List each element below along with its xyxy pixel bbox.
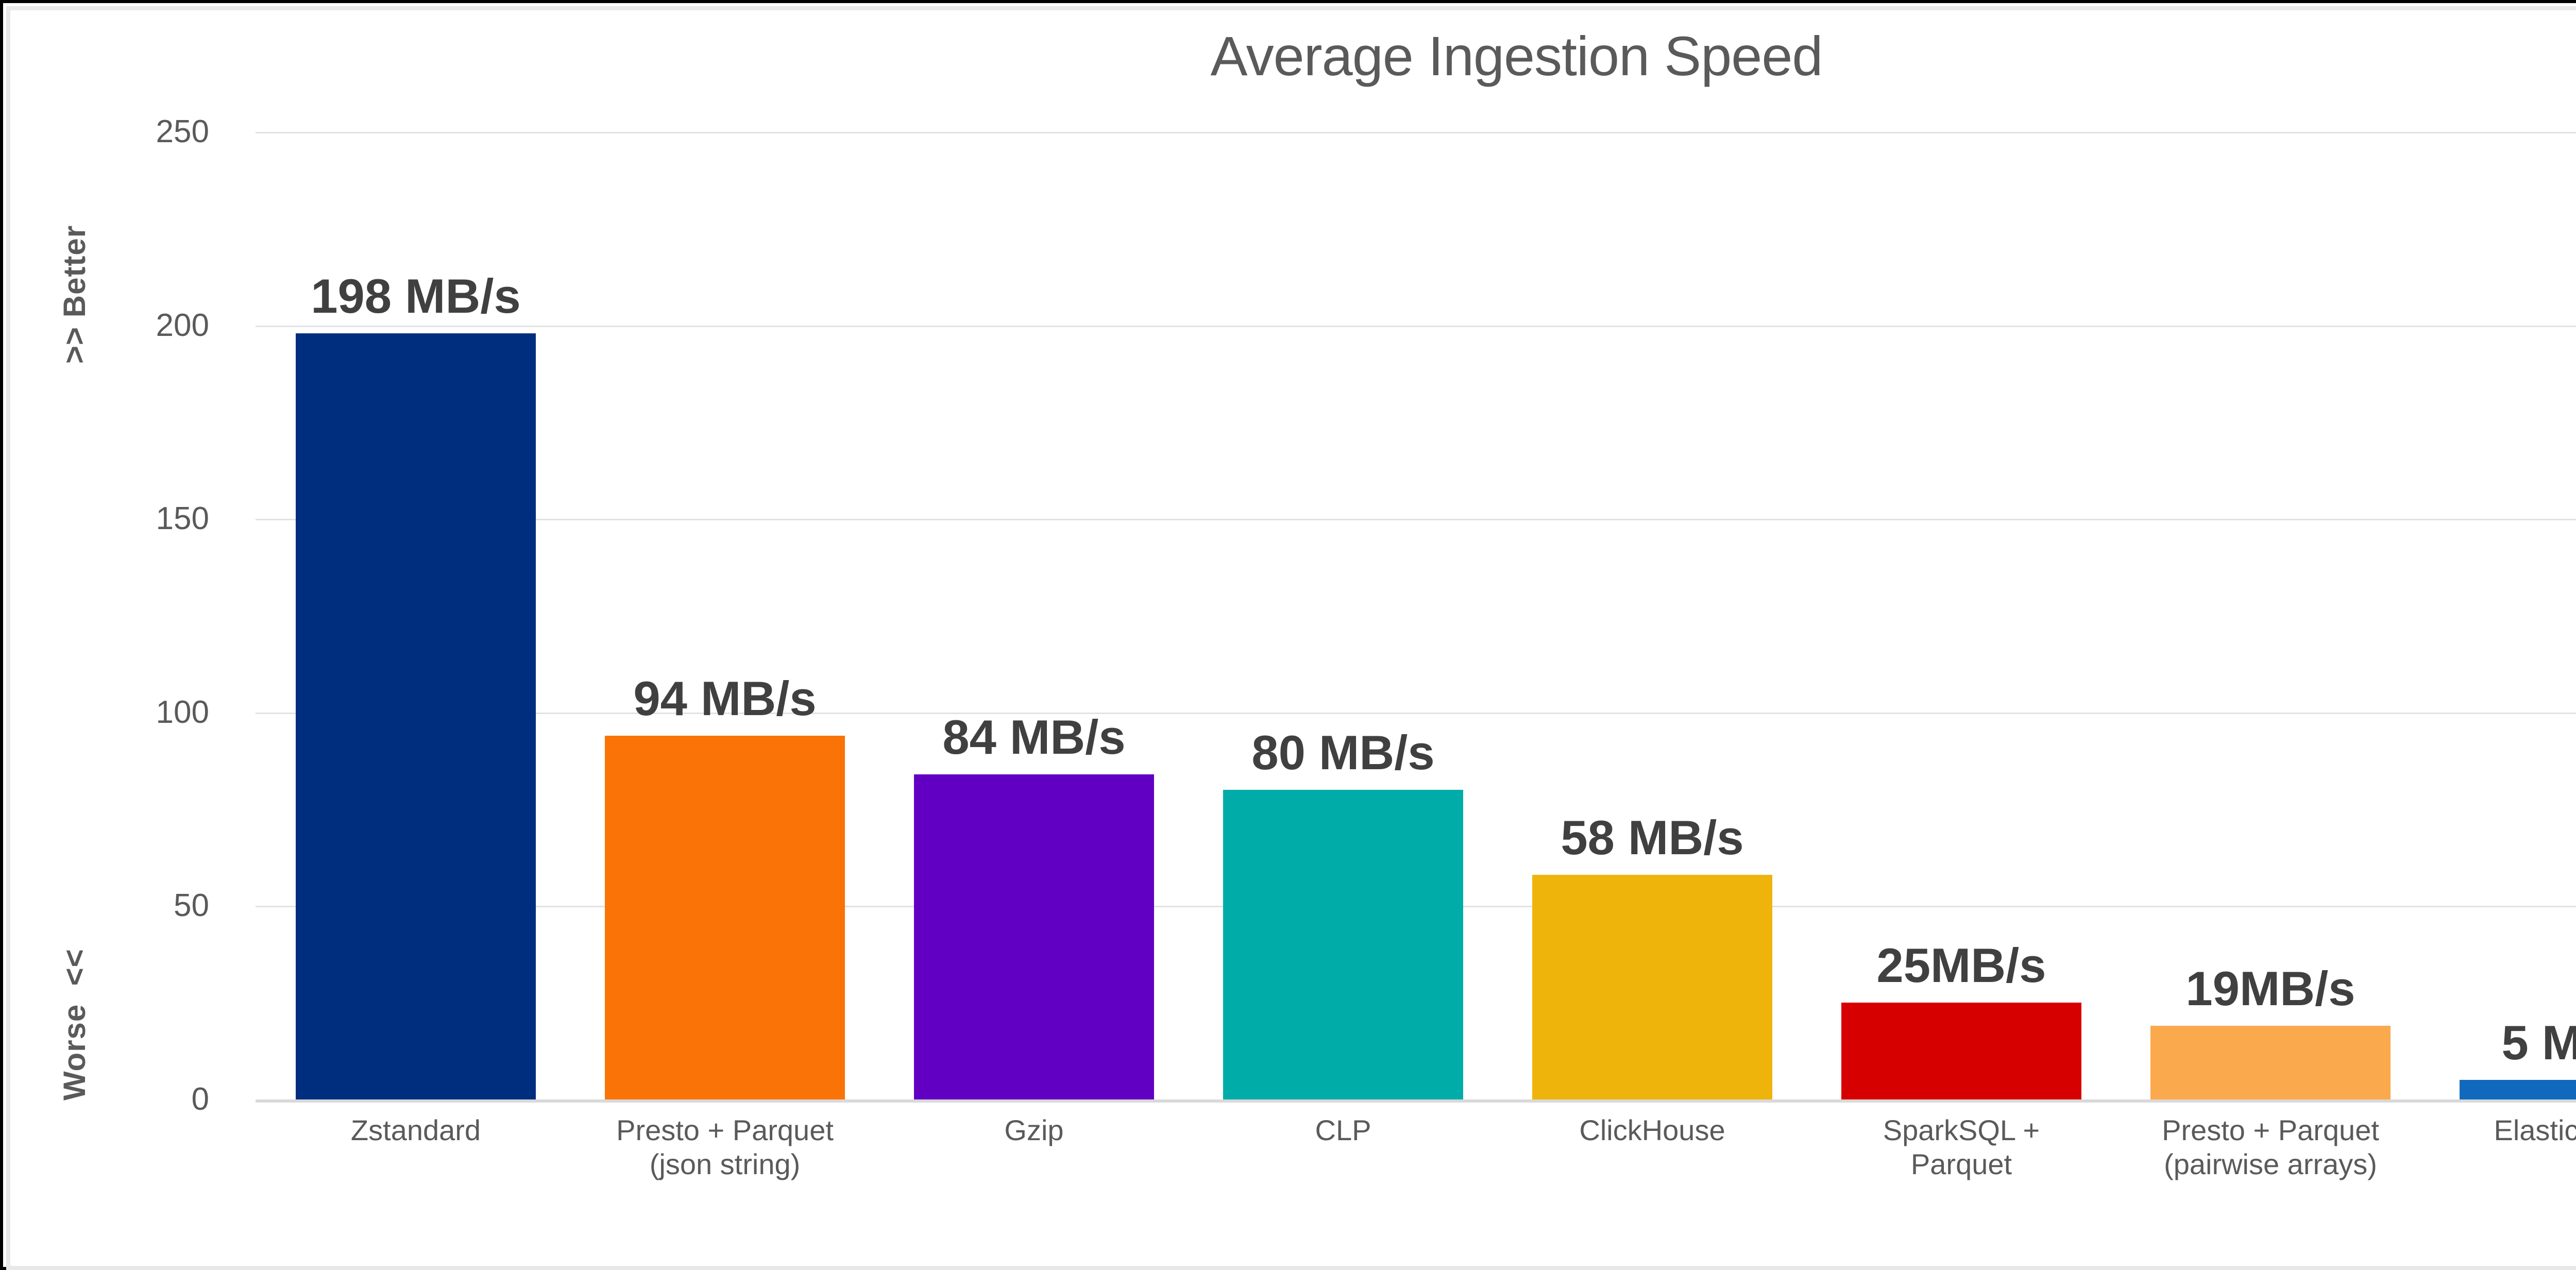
bar-group[interactable]: 25MB/s <box>1841 132 2081 1099</box>
bar[interactable] <box>1841 1003 2081 1099</box>
y-axis-tick-label: 100 <box>156 694 209 730</box>
bar-value-label: 25MB/s <box>1876 938 2046 993</box>
bar[interactable] <box>2460 1080 2576 1099</box>
y-axis-tick-label: 150 <box>156 501 209 537</box>
bar-group[interactable]: 198 MB/s <box>296 132 536 1099</box>
bar-value-label: 84 MB/s <box>942 710 1126 764</box>
bar[interactable] <box>914 774 1154 1099</box>
gridline <box>256 132 2576 133</box>
bar[interactable] <box>1223 790 1463 1099</box>
bar-group[interactable]: 58 MB/s <box>1532 132 1772 1099</box>
chart-title: Average Ingestion Speed <box>1210 25 1823 87</box>
bar-value-label: 198 MB/s <box>311 268 521 323</box>
x-axis-category-label: Presto + Parquet (pairwise arrays) <box>2162 1114 2379 1180</box>
bar[interactable] <box>296 333 536 1099</box>
plot-area: 198 MB/s 94 MB/s 84 MB/s 80 MB/s 58 MB/s 25MB… <box>256 132 2576 1103</box>
bar-group[interactable]: 5 MB/s <box>2460 132 2576 1099</box>
bar[interactable] <box>1532 875 1772 1099</box>
y-axis-tick-label: 0 <box>191 1081 209 1117</box>
bar[interactable] <box>2150 1026 2391 1099</box>
x-axis-category-label: Presto + Parquet (json string) <box>616 1114 834 1180</box>
x-axis-category-label: Elasticsearch <box>2494 1114 2576 1146</box>
x-axis-category-label: Gzip <box>1004 1114 1064 1146</box>
gridline <box>256 325 2576 327</box>
gridline <box>256 712 2576 714</box>
y-axis-caption-worse: Worse << <box>57 949 92 1100</box>
bar-value-label: 5 MB/s <box>2501 1015 2576 1070</box>
bar-value-label: 94 MB/s <box>633 671 817 725</box>
axis-baseline <box>256 1099 2576 1103</box>
y-axis-tick-label: 200 <box>156 307 209 343</box>
bar-value-label: 19MB/s <box>2185 961 2355 1016</box>
x-axis-category-label: CLP <box>1315 1114 1371 1146</box>
y-axis-tick-label: 250 <box>156 114 209 149</box>
x-axis-category-label: ClickHouse <box>1579 1114 1725 1146</box>
bar[interactable] <box>605 735 845 1099</box>
x-axis-category-label: Zstandard <box>350 1114 481 1146</box>
bar-group[interactable]: 19MB/s <box>2150 132 2391 1099</box>
gridline <box>256 519 2576 521</box>
bar-value-label: 58 MB/s <box>1561 810 1744 865</box>
bar-group[interactable]: 94 MB/s <box>605 132 845 1099</box>
x-axis-category-label: SparkSQL + Parquet <box>1883 1114 2040 1180</box>
y-axis-tick-label: 50 <box>174 888 209 924</box>
bar-value-label: 80 MB/s <box>1251 725 1435 780</box>
bar-group[interactable]: 84 MB/s <box>914 132 1154 1099</box>
bar-group[interactable]: 80 MB/s <box>1223 132 1463 1099</box>
